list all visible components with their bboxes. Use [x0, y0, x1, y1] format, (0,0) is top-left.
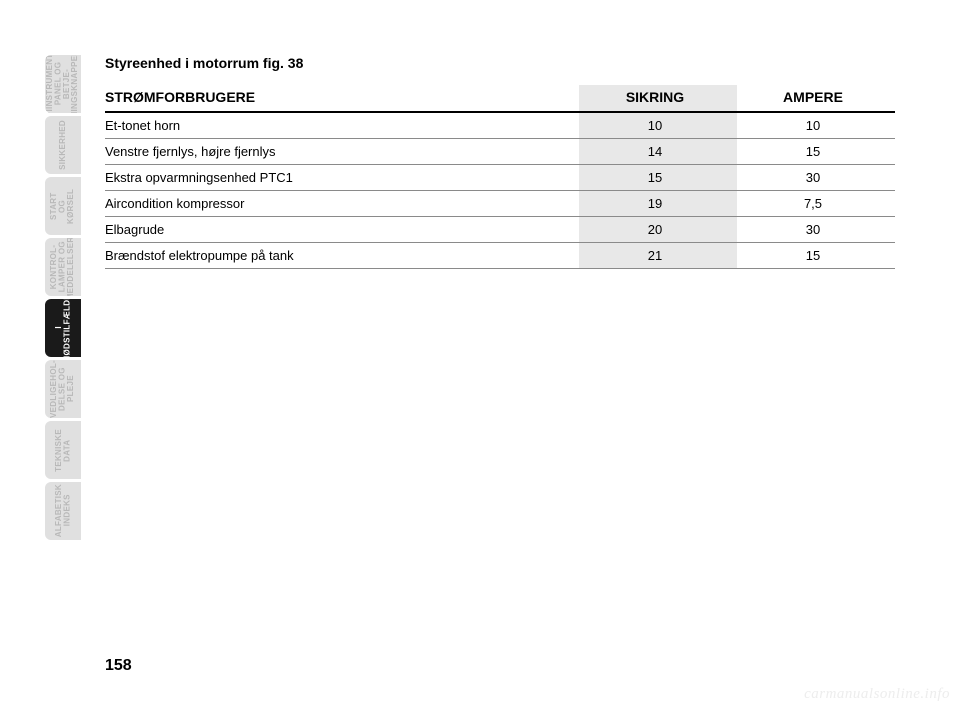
fuse-table: STRØMFORBRUGERE SIKRING AMPERE Et-tonet …: [105, 85, 895, 269]
sidebar-tab-1[interactable]: SIKKERHED: [45, 116, 81, 174]
table-row: Et-tonet horn1010: [105, 112, 895, 139]
cell-name: Ekstra opvarmningsenhed PTC1: [105, 165, 579, 191]
col-header-name: STRØMFORBRUGERE: [105, 85, 579, 112]
cell-sikring: 21: [579, 243, 737, 269]
col-header-sikring: SIKRING: [579, 85, 737, 112]
cell-sikring: 14: [579, 139, 737, 165]
table-row: Aircondition kompressor197,5: [105, 191, 895, 217]
cell-ampere: 15: [737, 139, 895, 165]
table-row: Elbagrude2030: [105, 217, 895, 243]
sidebar-tab-7[interactable]: ALFABETISK INDEKS: [45, 482, 81, 540]
sidebar-tab-label: SIKKERHED: [59, 116, 67, 174]
sidebar-tab-label: KONTROL- LAMPER OG MEDDELELSERI: [50, 238, 75, 296]
sidebar-tab-label: TEKNISKE DATA: [55, 425, 72, 476]
sidebar-tab-label: ALFABETISK INDEKS: [55, 482, 72, 540]
page-number: 158: [105, 657, 132, 675]
col-header-ampere: AMPERE: [737, 85, 895, 112]
cell-name: Elbagrude: [105, 217, 579, 243]
cell-name: Venstre fjernlys, højre fjernlys: [105, 139, 579, 165]
cell-sikring: 15: [579, 165, 737, 191]
cell-ampere: 30: [737, 217, 895, 243]
sidebar-tab-3[interactable]: KONTROL- LAMPER OG MEDDELELSERI: [45, 238, 81, 296]
cell-sikring: 10: [579, 112, 737, 139]
cell-ampere: 30: [737, 165, 895, 191]
cell-sikring: 19: [579, 191, 737, 217]
table-row: Brændstof elektropumpe på tank2115: [105, 243, 895, 269]
cell-sikring: 20: [579, 217, 737, 243]
sidebar-tab-4[interactable]: I NØDSTILFÆLDE: [45, 299, 81, 357]
sidebar-tab-2[interactable]: START OG KØRSEL: [45, 177, 81, 235]
sidebar-tab-label: I NØDSTILFÆLDE: [55, 299, 72, 357]
section-title: Styreenhed i motorrum fig. 38: [105, 55, 895, 71]
cell-ampere: 10: [737, 112, 895, 139]
watermark: carmanualsonline.info: [804, 686, 950, 703]
cell-name: Aircondition kompressor: [105, 191, 579, 217]
table-header-row: STRØMFORBRUGERE SIKRING AMPERE: [105, 85, 895, 112]
cell-name: Et-tonet horn: [105, 112, 579, 139]
table-row: Venstre fjernlys, højre fjernlys1415: [105, 139, 895, 165]
sidebar-tab-label: PIINSTRUMENT- PANEL OG BETJE- NIINGSKNAP…: [46, 55, 80, 113]
table-row: Ekstra opvarmningsenhed PTC11530: [105, 165, 895, 191]
sidebar-tab-6[interactable]: TEKNISKE DATA: [45, 421, 81, 479]
cell-ampere: 7,5: [737, 191, 895, 217]
sidebar-tab-0[interactable]: PIINSTRUMENT- PANEL OG BETJE- NIINGSKNAP…: [45, 55, 81, 113]
cell-name: Brændstof elektropumpe på tank: [105, 243, 579, 269]
sidebar-tabs: PIINSTRUMENT- PANEL OG BETJE- NIINGSKNAP…: [45, 55, 81, 543]
main-content: Styreenhed i motorrum fig. 38 STRØMFORBR…: [105, 55, 895, 269]
cell-ampere: 15: [737, 243, 895, 269]
sidebar-tab-label: START OG KØRSEL: [50, 177, 75, 235]
sidebar-tab-5[interactable]: VEDLIGEHOL- DELSE OG PLEJE: [45, 360, 81, 418]
sidebar-tab-label: VEDLIGEHOL- DELSE OG PLEJE: [50, 360, 75, 418]
